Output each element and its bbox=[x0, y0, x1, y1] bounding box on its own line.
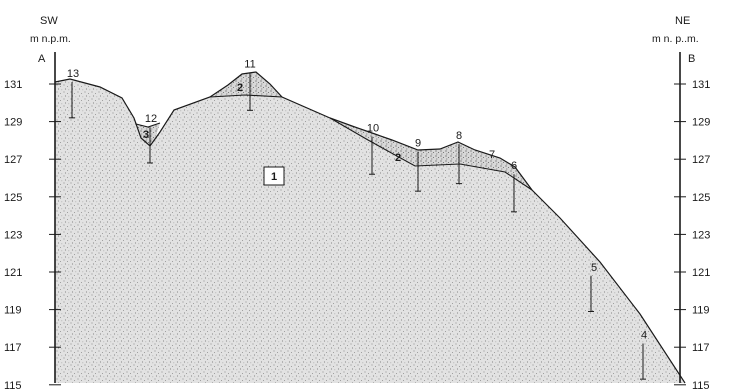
l-tick-label: 127 bbox=[4, 154, 22, 166]
l-tick-label: 121 bbox=[4, 267, 22, 279]
layer-1-label-box bbox=[263, 166, 285, 186]
r-tick-label: 127 bbox=[692, 154, 710, 166]
left-unit-label: m n.p.m. bbox=[30, 33, 71, 45]
layer-1-fill bbox=[55, 79, 685, 383]
borehole-label-10: 10 bbox=[367, 123, 379, 135]
layer-2-right-label: 2 bbox=[395, 152, 401, 164]
r-tick-label: 131 bbox=[692, 79, 710, 91]
l-tick-label: 115 bbox=[4, 380, 22, 389]
boundary-layer2-left bbox=[209, 94, 283, 98]
borehole-label-9: 9 bbox=[415, 138, 421, 150]
l-tick-label: 125 bbox=[4, 192, 22, 204]
r-tick-label: 129 bbox=[692, 117, 710, 129]
r-tick-label: 117 bbox=[692, 342, 710, 354]
l-tick-label: 131 bbox=[4, 79, 22, 91]
r-tick-label: 115 bbox=[692, 380, 710, 389]
l-tick-label: 123 bbox=[4, 229, 22, 241]
boundary-layer2-right bbox=[329, 117, 533, 191]
l-tick-label: 117 bbox=[4, 342, 22, 354]
right-endpoint-label: B bbox=[688, 53, 695, 65]
left-endpoint-label: A bbox=[38, 53, 46, 65]
r-tick-label: 119 bbox=[692, 305, 710, 317]
r-tick-label: 125 bbox=[692, 192, 710, 204]
layer-1-label: 1 bbox=[271, 171, 277, 183]
layer-2-left-label: 2 bbox=[237, 82, 243, 94]
borehole-label-5: 5 bbox=[591, 262, 597, 274]
left-direction-label: SW bbox=[40, 15, 58, 27]
borehole-label-4: 4 bbox=[641, 329, 647, 341]
borehole-label-7: 7 bbox=[489, 149, 495, 161]
layer-3-label: 3 bbox=[143, 129, 149, 141]
l-tick-label: 119 bbox=[4, 305, 22, 317]
borehole-label-12: 12 bbox=[145, 113, 157, 125]
layer-3-fill bbox=[136, 123, 160, 146]
right-direction-label: NE bbox=[675, 15, 690, 27]
ground-surface bbox=[54, 71, 686, 384]
r-tick-label: 121 bbox=[692, 267, 710, 279]
borehole-label-8: 8 bbox=[456, 130, 462, 142]
layer-2-left-fill bbox=[210, 72, 282, 97]
boundary-layer3 bbox=[135, 122, 161, 128]
l-tick-label: 129 bbox=[4, 117, 22, 129]
r-tick-label: 123 bbox=[692, 229, 710, 241]
borehole-label-13: 13 bbox=[67, 68, 79, 80]
right-unit-label: m n. p..m. bbox=[652, 33, 699, 45]
borehole-label-11: 11 bbox=[244, 59, 255, 71]
borehole-label-6: 6 bbox=[511, 160, 517, 172]
